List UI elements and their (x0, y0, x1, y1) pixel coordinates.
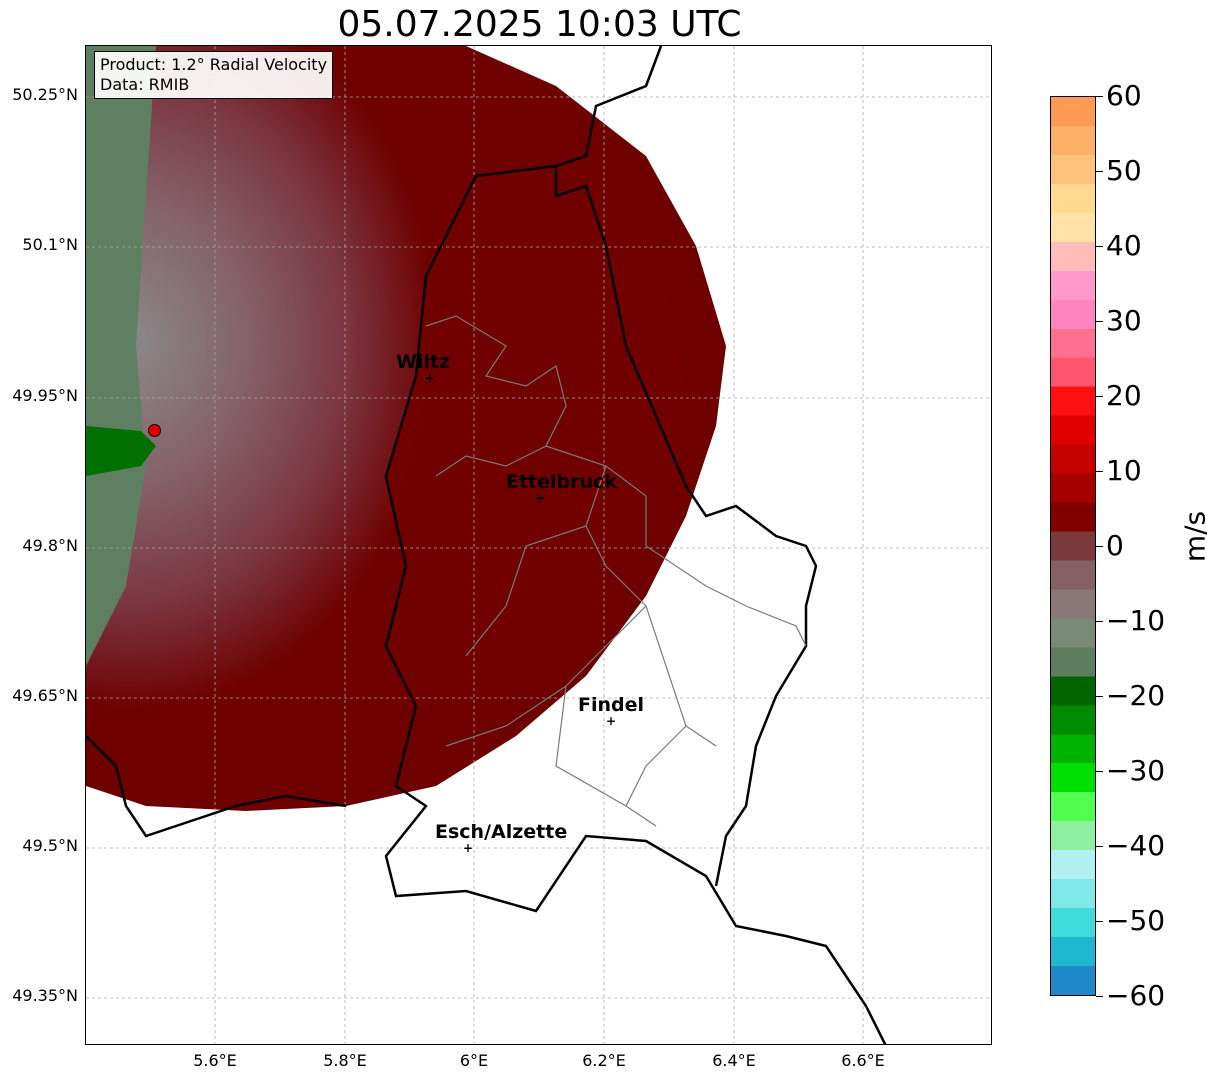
colorbar-tick-mark (1096, 846, 1103, 847)
lon-tick-label: 6.4°E (712, 1051, 756, 1070)
country-border-west (86, 735, 347, 838)
colorbar-tick-mark (1096, 546, 1103, 547)
city-marker-icon: + (535, 491, 546, 505)
velocity-inbound-region (86, 46, 156, 666)
radar-map-canvas (86, 46, 991, 1044)
colorbar-tick-label: 0 (1106, 529, 1124, 562)
colorbar-tick-label: 40 (1106, 229, 1142, 262)
city-label-findel: Findel (578, 694, 645, 716)
colorbar-tick-label: 10 (1106, 454, 1142, 487)
colorbar-tick-label: 30 (1106, 304, 1142, 337)
colorbar-tick-mark (1096, 771, 1103, 772)
lat-tick-label: 49.5°N (22, 836, 78, 855)
data-source-label: Data: RMIB (100, 75, 190, 94)
colorbar-tick-mark (1096, 621, 1103, 622)
colorbar-tick-mark (1096, 171, 1103, 172)
lat-tick-label: 49.95°N (12, 386, 78, 405)
colorbar-tick-label: −30 (1106, 754, 1166, 787)
city-label-wiltz: Wiltz (396, 351, 451, 373)
colorbar-tick-mark (1096, 696, 1103, 697)
product-info-box: Product: 1.2° Radial Velocity Data: RMIB (94, 51, 334, 99)
lat-tick-label: 50.1°N (22, 235, 78, 254)
colorbar-tick-mark (1096, 321, 1103, 322)
radar-site-marker[interactable] (148, 424, 161, 437)
colorbar-tick-label: −40 (1106, 829, 1166, 862)
city-marker-icon: + (463, 841, 474, 855)
map-title: 05.07.2025 10:03 UTC (337, 4, 742, 45)
colorbar-tick-label: 20 (1106, 379, 1142, 412)
radar-map[interactable]: Product: 1.2° Radial Velocity Data: RMIB (85, 45, 992, 1045)
lon-tick-label: 6.2°E (582, 1051, 626, 1070)
lon-tick-label: 5.6°E (193, 1051, 237, 1070)
country-border-east (554, 166, 818, 887)
city-marker-icon: + (606, 714, 617, 728)
colorbar-tick-label: −60 (1106, 979, 1166, 1012)
country-border (384, 46, 887, 1044)
colorbar-tick-label: −50 (1106, 904, 1166, 937)
city-label-esch-alzette: Esch/Alzette (435, 821, 568, 843)
lat-tick-label: 49.35°N (12, 986, 78, 1005)
colorbar-tick-label: −20 (1106, 679, 1166, 712)
colorbar-tick-label: 60 (1106, 79, 1142, 112)
colorbar-tick-mark (1096, 246, 1103, 247)
product-label: Product: 1.2° Radial Velocity (100, 55, 328, 74)
lon-tick-label: 5.8°E (323, 1051, 367, 1070)
colorbar-tick-mark (1096, 96, 1103, 97)
colorbar-tick-mark (1096, 396, 1103, 397)
colorbar-tick-mark (1096, 996, 1103, 997)
lat-tick-label: 49.65°N (12, 686, 78, 705)
canton-borders (425, 315, 807, 827)
lon-tick-label: 6.6°E (841, 1051, 885, 1070)
lat-tick-label: 49.8°N (22, 536, 78, 555)
velocity-colorbar (1050, 96, 1096, 996)
lon-tick-label: 6°E (459, 1051, 489, 1070)
city-label-ettelbruck: Ettelbruck (506, 471, 617, 493)
colorbar-tick-label: 50 (1106, 154, 1142, 187)
lat-tick-label: 50.25°N (12, 85, 78, 104)
velocity-inbound-core (86, 426, 156, 476)
colorbar-unit-label: m/s (1178, 510, 1207, 563)
city-marker-icon: + (425, 371, 436, 385)
colorbar-tick-mark (1096, 471, 1103, 472)
colorbar-tick-label: −10 (1106, 604, 1166, 637)
colorbar-tick-mark (1096, 921, 1103, 922)
